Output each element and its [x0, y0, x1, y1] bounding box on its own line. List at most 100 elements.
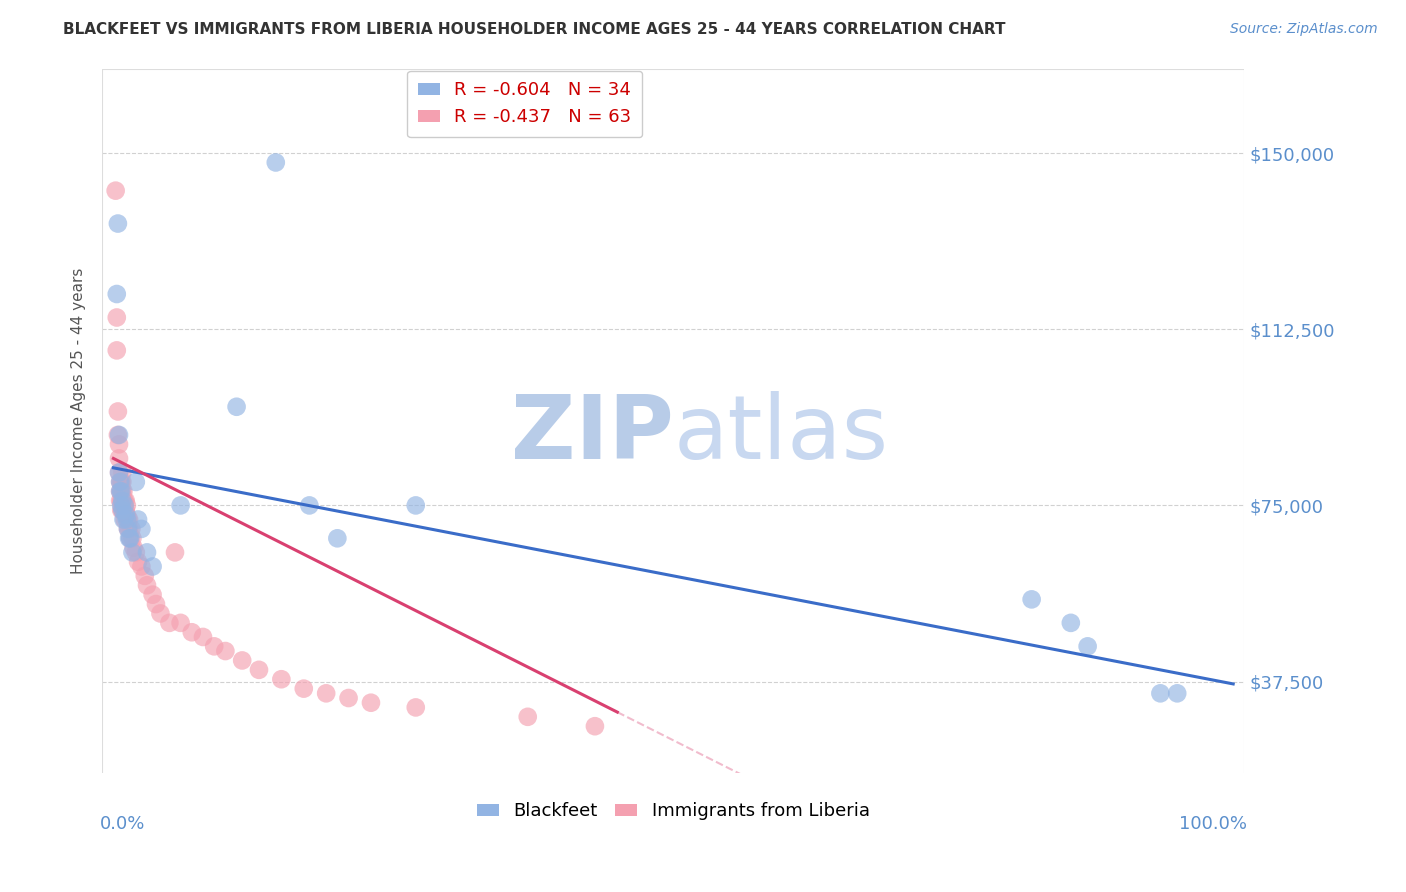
Point [1077, 640, 1099, 654]
Point [326, 531, 349, 545]
Point [118, 531, 141, 545]
Point [108, 437, 131, 451]
Point [117, 522, 139, 536]
Point [111, 493, 134, 508]
Point [117, 522, 139, 536]
Point [1166, 686, 1188, 700]
Point [202, 640, 225, 654]
Point [114, 503, 136, 517]
Point [120, 522, 142, 536]
Point [115, 512, 138, 526]
Point [1149, 686, 1171, 700]
Point [516, 710, 538, 724]
Point [111, 503, 134, 517]
Point [108, 484, 131, 499]
Point [111, 475, 134, 489]
Point [315, 686, 337, 700]
Point [108, 466, 131, 480]
Point [114, 512, 136, 526]
Point [117, 512, 139, 526]
Point [264, 155, 287, 169]
Point [292, 681, 315, 696]
Point [270, 672, 292, 686]
Point [114, 499, 136, 513]
Point [121, 545, 143, 559]
Point [111, 503, 134, 517]
Point [136, 545, 159, 559]
Point [125, 545, 148, 559]
Point [131, 559, 153, 574]
Point [111, 466, 134, 480]
Point [111, 484, 134, 499]
Point [118, 522, 141, 536]
Point [1021, 592, 1043, 607]
Point [191, 630, 214, 644]
Point [225, 400, 247, 414]
Point [142, 588, 165, 602]
Point [1060, 615, 1083, 630]
Point [112, 503, 135, 517]
Text: Source: ZipAtlas.com: Source: ZipAtlas.com [1230, 22, 1378, 37]
Point [131, 522, 153, 536]
Point [169, 499, 191, 513]
Legend: Blackfeet, Immigrants from Liberia: Blackfeet, Immigrants from Liberia [470, 795, 877, 828]
Point [127, 512, 149, 526]
Text: atlas: atlas [673, 392, 889, 478]
Point [360, 696, 382, 710]
Point [231, 653, 253, 667]
Point [110, 499, 132, 513]
Point [108, 466, 131, 480]
Point [136, 578, 159, 592]
Point [169, 615, 191, 630]
Point [108, 428, 131, 442]
Text: 100.0%: 100.0% [1178, 815, 1247, 833]
Point [583, 719, 606, 733]
Text: 0.0%: 0.0% [100, 815, 145, 833]
Point [111, 493, 134, 508]
Point [180, 625, 202, 640]
Point [112, 512, 135, 526]
Point [163, 545, 186, 559]
Point [145, 597, 167, 611]
Point [134, 569, 156, 583]
Point [121, 531, 143, 545]
Point [142, 559, 165, 574]
Point [105, 343, 128, 358]
Point [120, 531, 142, 545]
Point [118, 512, 141, 526]
Point [110, 484, 132, 499]
Point [115, 508, 138, 522]
Point [247, 663, 270, 677]
Point [108, 484, 131, 499]
Point [114, 493, 136, 508]
Point [110, 484, 132, 499]
Text: ZIP: ZIP [510, 392, 673, 478]
Point [108, 475, 131, 489]
Text: BLACKFEET VS IMMIGRANTS FROM LIBERIA HOUSEHOLDER INCOME AGES 25 - 44 YEARS CORRE: BLACKFEET VS IMMIGRANTS FROM LIBERIA HOU… [63, 22, 1005, 37]
Point [112, 493, 135, 508]
Point [105, 310, 128, 325]
Point [107, 404, 129, 418]
Point [337, 691, 360, 706]
Point [112, 484, 135, 499]
Point [114, 493, 136, 508]
Point [125, 475, 148, 489]
Point [214, 644, 236, 658]
Point [405, 700, 427, 714]
Point [110, 503, 132, 517]
Point [122, 541, 145, 555]
Point [108, 451, 131, 466]
Point [104, 184, 127, 198]
Point [405, 499, 427, 513]
Point [107, 428, 129, 442]
Point [114, 508, 136, 522]
Point [120, 531, 142, 545]
Point [108, 475, 131, 489]
Point [298, 499, 321, 513]
Point [157, 615, 180, 630]
Y-axis label: Householder Income Ages 25 - 44 years: Householder Income Ages 25 - 44 years [72, 268, 86, 574]
Point [107, 217, 129, 231]
Point [105, 287, 128, 301]
Point [149, 607, 172, 621]
Point [115, 499, 138, 513]
